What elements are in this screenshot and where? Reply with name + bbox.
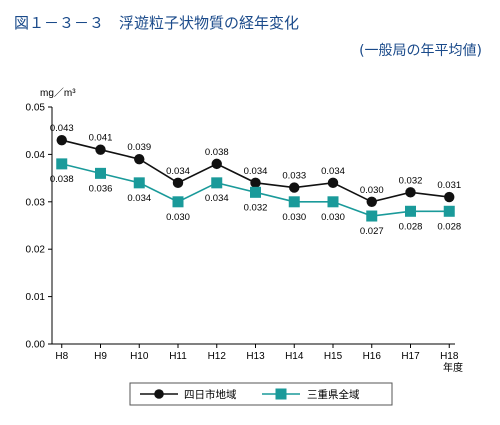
data-label-mie: 0.034 [127, 193, 151, 204]
data-label-mie: 0.030 [321, 212, 345, 223]
data-label-yokkaichi: 0.032 [399, 175, 423, 186]
data-label-mie: 0.028 [437, 221, 461, 232]
data-label-mie: 0.038 [50, 174, 74, 185]
data-point-mie [211, 177, 223, 189]
data-label-yokkaichi: 0.034 [321, 166, 345, 177]
data-point-yokkaichi [327, 177, 339, 189]
data-point-yokkaichi [56, 134, 67, 146]
data-label-yokkaichi: 0.039 [127, 142, 151, 153]
y-tick-label: 0.05 [26, 103, 46, 114]
data-point-yokkaichi [405, 187, 416, 198]
legend-box [129, 382, 393, 406]
data-label-yokkaichi: 0.034 [166, 166, 190, 177]
legend-marker-circle [154, 389, 164, 399]
data-point-yokkaichi [250, 177, 261, 189]
x-tick-label: H16 [363, 351, 382, 362]
data-label-yokkaichi: 0.038 [205, 147, 229, 158]
data-labels: 0.043 0.041 0.039 0.034 0.038 0.034 0.033 0.034… [50, 123, 461, 237]
data-point-mie [172, 196, 184, 208]
y-tick-label: 0.03 [26, 197, 46, 208]
data-label-yokkaichi: 0.043 [50, 123, 74, 134]
x-tick-label: H9 [94, 351, 107, 362]
x-tick-label: H8 [55, 351, 68, 362]
data-label-yokkaichi: 0.033 [282, 171, 306, 182]
data-point-yokkaichi [172, 177, 184, 189]
data-point-mie [443, 205, 455, 217]
data-point-mie [95, 167, 106, 179]
figure-subtitle: (一般局の年平均値) [359, 43, 482, 59]
data-label-mie: 0.034 [205, 193, 229, 204]
data-point-mie [56, 158, 68, 170]
data-label-mie: 0.027 [360, 226, 384, 237]
figure-title: 図１－３－３ 浮遊粒子状物質の経年変化 [14, 14, 300, 32]
legend-label-mie: 三重県全域 [307, 388, 360, 401]
legend: 四日市地域 三重県全域 [129, 382, 393, 406]
data-label-yokkaichi: 0.034 [244, 166, 268, 177]
y-tick-label: 0.04 [26, 150, 46, 161]
data-label-yokkaichi: 0.031 [437, 180, 461, 191]
data-label-mie: 0.030 [282, 212, 306, 223]
y-tick-label: 0.01 [26, 292, 46, 303]
data-point-mie [366, 210, 378, 222]
x-tick-label: H18 [440, 351, 459, 362]
data-label-yokkaichi: 0.041 [89, 133, 113, 144]
data-point-yokkaichi [444, 191, 455, 203]
data-point-yokkaichi [211, 158, 222, 170]
data-point-yokkaichi [134, 153, 145, 165]
y-tick-label: 0.02 [26, 245, 46, 256]
x-tick-label: H13 [246, 351, 265, 362]
x-tick-label: H10 [130, 351, 149, 362]
series-markers [56, 134, 455, 222]
x-tick-label: H14 [285, 351, 304, 362]
data-point-mie [288, 196, 300, 208]
legend-marker-square [275, 388, 287, 400]
data-point-mie [405, 205, 416, 217]
data-point-yokkaichi [95, 144, 106, 155]
legend-label-yokkaichi: 四日市地域 [184, 388, 237, 401]
x-tick-label: H12 [208, 351, 227, 362]
x-tick-label: H17 [401, 351, 420, 362]
data-point-mie [133, 177, 145, 189]
data-label-mie: 0.028 [399, 221, 423, 232]
data-point-mie [250, 186, 261, 198]
data-point-yokkaichi [289, 182, 300, 193]
x-tick-label: H11 [169, 351, 187, 362]
x-tick-label: H15 [324, 351, 343, 362]
y-axis-label: mg／m³ [40, 87, 76, 99]
data-point-yokkaichi [366, 196, 377, 207]
x-axis-unit: 年度 [443, 361, 463, 374]
chart-axes: 0.05 0.04 0.03 0.02 0.01 0.00 H8 H9 H10 H11 H12 H13… [26, 103, 459, 363]
data-label-mie: 0.032 [244, 202, 268, 213]
y-tick-label: 0.00 [26, 340, 46, 351]
data-label-mie: 0.030 [166, 212, 190, 223]
data-point-mie [327, 196, 339, 208]
data-label-mie: 0.036 [89, 183, 113, 194]
data-label-yokkaichi: 0.030 [360, 185, 384, 196]
